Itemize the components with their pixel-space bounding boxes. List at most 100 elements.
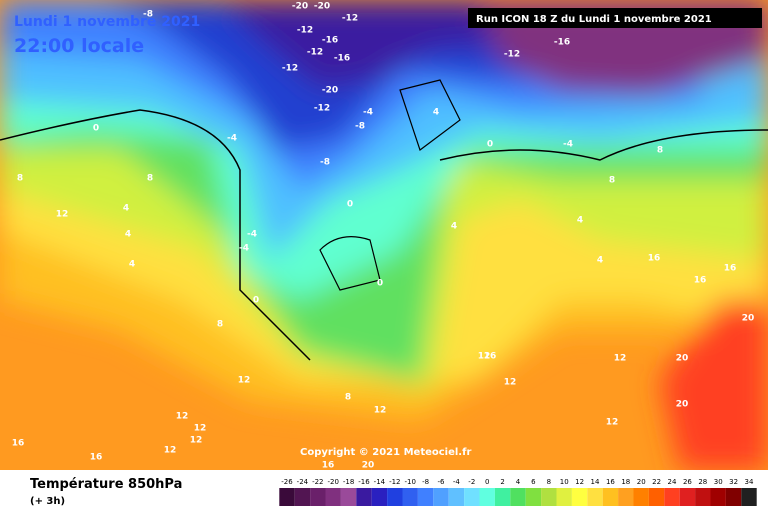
contour-label: 16 — [484, 352, 497, 362]
scale-label: 34 — [745, 478, 754, 486]
contour-label: 0 — [487, 140, 493, 150]
scale-label: -22 — [312, 478, 323, 486]
scale-swatch — [433, 488, 449, 506]
scale-swatch — [725, 488, 742, 506]
contour-label: -12 — [282, 64, 298, 74]
scale-swatch — [633, 488, 649, 506]
scale-label: 26 — [683, 478, 692, 486]
contour-label: 8 — [345, 393, 351, 403]
scale-label: 10 — [560, 478, 569, 486]
contour-label: 8 — [17, 174, 23, 184]
contour-label: 4 — [123, 204, 129, 214]
scale-label: 0 — [485, 478, 489, 486]
contour-label: -12 — [297, 26, 313, 36]
contour-label: 4 — [129, 260, 135, 270]
contour-label: -12 — [504, 50, 520, 60]
scale-label: -16 — [358, 478, 370, 486]
contour-label: 12 — [614, 354, 627, 364]
scale-label: -8 — [422, 478, 429, 486]
contour-labels: -8 -20 -20 -12 -12 -12 -16 -12 -16 -12 -12 -16 -20 -4… — [12, 2, 755, 471]
temperature-field — [0, 0, 768, 470]
scale-swatch — [618, 488, 634, 506]
run-banner — [468, 8, 762, 28]
scale-swatch — [710, 488, 726, 506]
scale-swatch — [387, 488, 403, 506]
scale-label: 2 — [500, 478, 504, 486]
scale-label: -4 — [453, 478, 461, 486]
scale-swatch — [417, 488, 434, 506]
contour-label: 8 — [657, 146, 663, 156]
contour-label: 4 — [597, 256, 603, 266]
scale-swatch — [402, 488, 418, 506]
contour-label: 12 — [606, 418, 619, 428]
scale-label: 30 — [714, 478, 723, 486]
scale-swatch — [541, 488, 557, 506]
contour-label: 0 — [347, 200, 353, 210]
scale-swatch — [695, 488, 711, 506]
contour-label: -4 — [247, 230, 257, 240]
contour-label: -12 — [307, 48, 323, 58]
scale-swatch — [371, 488, 388, 506]
scale-swatch — [741, 488, 757, 506]
scale-swatch — [664, 488, 680, 506]
contour-label: -4 — [363, 108, 373, 118]
scale-swatch — [294, 488, 311, 506]
contour-label: 12 — [56, 210, 69, 220]
contour-label: -16 — [334, 54, 350, 64]
scale-label: 24 — [668, 478, 677, 486]
contour-label: 8 — [147, 174, 153, 184]
scale-label: -26 — [281, 478, 293, 486]
field-title: Température 850hPa — [30, 477, 182, 492]
run-info: Run ICON 18 Z du Lundi 1 novembre 2021 — [476, 14, 712, 25]
contour-label: 0 — [253, 296, 259, 306]
contour-label: -20 — [314, 2, 330, 12]
contour-label: -8 — [320, 158, 330, 168]
scale-swatch — [279, 488, 295, 506]
scale-swatch — [448, 488, 465, 506]
contour-label: 12 — [176, 412, 189, 422]
contour-label: 12 — [504, 378, 517, 388]
scale-swatch — [571, 488, 588, 506]
contour-label: -12 — [342, 14, 358, 24]
scale-label: 20 — [637, 478, 646, 486]
scale-swatch — [356, 488, 372, 506]
scale-swatch — [679, 488, 696, 506]
scale-label: 16 — [606, 478, 615, 486]
color-scale: -26 -24 -22 -20 -18 -16 -14 -12 -10 -8 -6 -4 -2 0 2 4 6 8… — [279, 478, 757, 506]
contour-label: 8 — [609, 176, 615, 186]
contour-label: 20 — [362, 461, 375, 471]
scale-label: -6 — [438, 478, 446, 486]
scale-swatch — [479, 488, 495, 506]
contour-label: 4 — [451, 222, 457, 232]
forecast-time: 22:00 locale — [14, 35, 144, 57]
contour-label: 16 — [322, 461, 335, 471]
contour-label: 16 — [724, 264, 737, 274]
contour-label: 12 — [238, 376, 251, 386]
forecast-date: Lundi 1 novembre 2021 — [14, 14, 200, 30]
contour-label: 12 — [164, 446, 177, 456]
scale-swatch — [587, 488, 603, 506]
contour-label: 16 — [694, 276, 707, 286]
contour-label: 0 — [93, 124, 99, 134]
contour-label: 16 — [90, 453, 103, 463]
scale-swatch — [494, 488, 511, 506]
contour-label: -12 — [314, 104, 330, 114]
contour-label: 12 — [190, 436, 203, 446]
contour-label: -20 — [322, 86, 338, 96]
scale-label: 32 — [729, 478, 738, 486]
contour-label: -4 — [227, 134, 237, 144]
scale-swatch — [556, 488, 572, 506]
scale-swatch — [310, 488, 326, 506]
scale-label: 14 — [591, 478, 600, 486]
contour-label: 12 — [374, 406, 387, 416]
copyright: Copyright © 2021 Meteociel.fr — [300, 447, 471, 458]
contour-label: 12 — [194, 424, 207, 434]
contour-label: 16 — [12, 439, 25, 449]
contour-label: 12 — [478, 352, 491, 362]
forecast-step: (+ 3h) — [30, 496, 65, 507]
contour-label: 20 — [676, 354, 689, 364]
scale-swatch — [510, 488, 526, 506]
contour-label: -20 — [292, 2, 308, 12]
scale-swatch — [602, 488, 619, 506]
